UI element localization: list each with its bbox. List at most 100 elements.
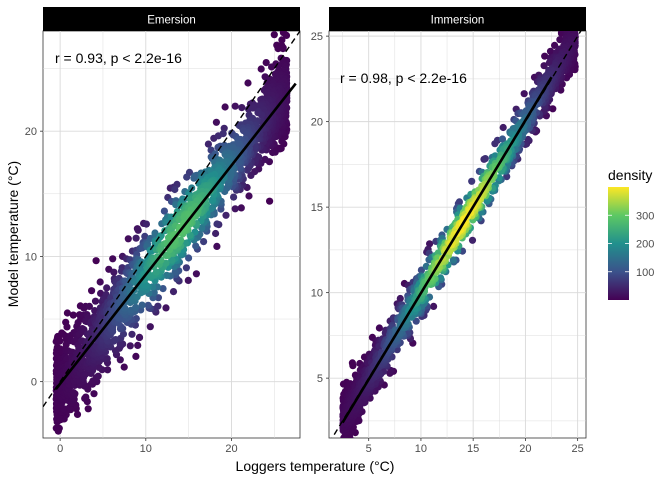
data-point	[146, 323, 154, 331]
legend: density 100 200 300	[608, 167, 654, 300]
data-point	[546, 47, 555, 55]
y-tick-label: 10	[25, 251, 37, 263]
data-point	[200, 238, 208, 246]
data-point	[247, 171, 255, 179]
data-point	[84, 405, 92, 413]
data-point	[245, 192, 253, 200]
panel-emersion: Emersion r = 0.93, p < 2.2e-16 0 10 20 0 10…	[25, 7, 301, 455]
y-tick-label: 20	[311, 117, 323, 129]
data-point	[204, 140, 212, 148]
x-tick-label: 15	[467, 443, 479, 455]
data-point	[82, 393, 90, 401]
data-point	[396, 294, 404, 303]
legend-ticks: 100 200 300	[608, 210, 654, 279]
data-point	[222, 211, 230, 219]
data-point	[128, 330, 136, 338]
data-point	[66, 446, 73, 453]
data-point	[498, 135, 507, 143]
data-point	[63, 323, 71, 331]
data-point	[141, 232, 149, 240]
data-point	[499, 123, 507, 132]
data-point	[162, 304, 170, 312]
data-point	[103, 284, 111, 292]
data-point	[468, 177, 476, 185]
data-point	[97, 289, 105, 297]
data-point	[192, 270, 200, 278]
data-point	[171, 268, 179, 276]
panel-immersion-strip	[329, 7, 586, 31]
data-point	[63, 309, 71, 317]
data-point	[254, 109, 262, 117]
data-point	[349, 362, 357, 370]
data-point	[221, 103, 229, 111]
panel-immersion-annotation: r = 0.98, p < 2.2e-16	[340, 70, 467, 86]
data-point	[138, 301, 146, 309]
legend-tick-label: 300	[636, 210, 654, 222]
data-point	[274, 61, 282, 69]
data-point	[69, 389, 78, 397]
data-point	[269, 148, 277, 157]
y-tick-label: 10	[311, 288, 323, 300]
panel-emersion-x-ticks: 0 10 20	[57, 438, 238, 455]
x-tick-label: 5	[366, 443, 372, 455]
data-point	[132, 352, 140, 360]
data-point	[243, 166, 251, 174]
data-point	[168, 256, 176, 264]
data-point	[91, 297, 100, 305]
y-tick-label: 15	[311, 202, 323, 214]
y-tick-label: 0	[31, 377, 37, 389]
data-point	[150, 289, 158, 297]
data-point	[104, 366, 112, 374]
data-point	[426, 240, 434, 248]
data-point	[556, 36, 564, 44]
data-point	[278, 36, 286, 44]
data-point	[186, 231, 194, 239]
legend-colorbar	[608, 187, 629, 300]
data-point	[159, 285, 167, 293]
data-point	[111, 347, 120, 355]
data-point	[551, 41, 559, 50]
data-point	[171, 185, 179, 194]
data-point	[109, 255, 117, 263]
panel-immersion-y-ticks: 5 10 15 20 25	[311, 31, 329, 385]
data-point	[481, 155, 489, 163]
data-point	[96, 278, 104, 286]
data-point	[182, 264, 190, 272]
data-point	[231, 205, 239, 213]
y-tick-label: 5	[317, 373, 323, 385]
data-point	[163, 271, 171, 279]
legend-tick-label: 200	[636, 239, 654, 251]
data-point	[94, 372, 102, 380]
data-point	[119, 330, 128, 338]
data-point	[231, 102, 239, 110]
fit-line	[54, 82, 297, 390]
y-tick-label: 25	[311, 31, 323, 43]
data-point	[237, 204, 245, 212]
data-point	[126, 342, 134, 350]
data-point	[266, 197, 274, 205]
legend-tick-label: 100	[636, 267, 654, 279]
data-point	[85, 302, 93, 310]
x-tick-label: 10	[140, 443, 152, 455]
panel-emersion-strip-label: Emersion	[147, 15, 196, 27]
data-point	[183, 173, 191, 181]
data-point	[185, 254, 193, 262]
x-tick-label: 25	[572, 443, 584, 455]
y-tick-label: 20	[25, 126, 37, 138]
panel-immersion: Immersion r = 0.98, p < 2.2e-16 5 10 15 20 2…	[311, 7, 587, 455]
data-point	[160, 207, 168, 215]
data-point	[132, 234, 140, 242]
data-point	[342, 439, 349, 446]
data-point	[169, 288, 178, 296]
data-point	[92, 257, 100, 265]
data-point	[417, 266, 425, 274]
data-point	[541, 52, 549, 60]
data-point	[268, 63, 276, 71]
data-point	[69, 311, 77, 319]
data-point	[132, 303, 140, 311]
data-point	[110, 268, 118, 276]
data-point	[437, 274, 445, 282]
panel-immersion-x-ticks: 5 10 15 20 25	[366, 438, 584, 455]
panel-immersion-strip-label: Immersion	[431, 15, 485, 27]
